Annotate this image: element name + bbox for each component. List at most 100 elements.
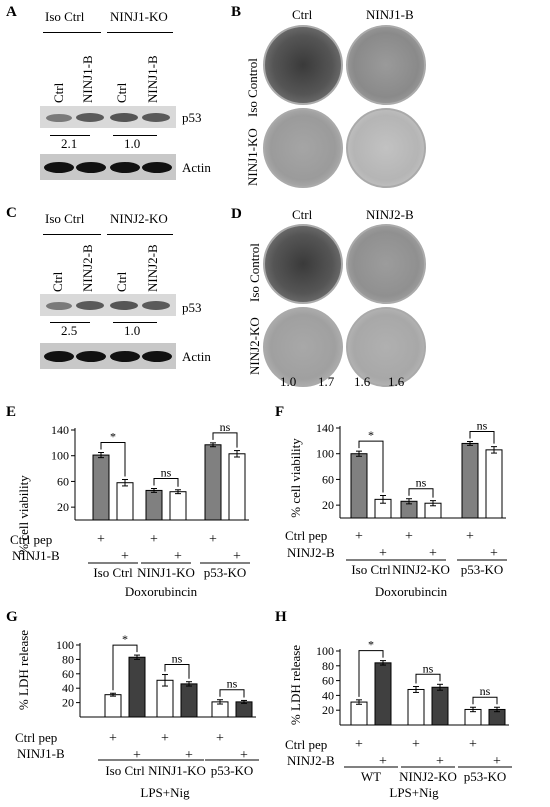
blot-label-p53: p53 [182, 300, 202, 315]
bar [128, 656, 146, 718]
row-label: Iso Control [245, 58, 260, 117]
y-tick-label: 20 [57, 500, 69, 514]
y-axis-label: % LDH release [288, 645, 303, 725]
sig-bracket [112, 644, 138, 691]
colony-dish [346, 307, 426, 387]
group-label-ninj2-ko: NINJ2-KO [110, 211, 168, 226]
sig-bracket [408, 488, 434, 498]
bar [235, 701, 253, 718]
p53-blot [40, 294, 176, 316]
blot-label-p53: p53 [182, 110, 202, 125]
quant-value: 1.7 [318, 374, 335, 389]
y-tick-label: 20 [322, 703, 334, 717]
group-label: NINJ2-KO [392, 562, 450, 577]
p53-blot [40, 106, 176, 128]
row-label: NINJ2-KO [247, 317, 262, 375]
lane-label: NINJ1-B [80, 55, 95, 103]
sig-label: ns [161, 466, 172, 480]
sig-bracket [153, 478, 179, 487]
bar [350, 701, 368, 726]
ratio-bracket [113, 135, 157, 136]
bar [431, 686, 449, 726]
sig-label: * [122, 632, 128, 646]
y-axis-label: % cell viability [288, 438, 303, 518]
y-tick-label: 100 [316, 644, 334, 658]
chart-h: H % LDH release 20406080100++*WT++nsNINJ… [275, 609, 512, 800]
colony-dish [263, 25, 343, 105]
row-label-peptide: NINJ1-B [12, 548, 60, 563]
row-label: NINJ1-KO [245, 128, 260, 186]
plus-sign: + [405, 529, 413, 544]
bar [145, 489, 163, 521]
plus-sign: + [379, 546, 387, 561]
chart-f: F % cell viability 20 60 100 140 + + * Iso Ctrl… [275, 404, 507, 599]
group-label-iso-ctrl: Iso Ctrl [45, 211, 85, 226]
bar [169, 491, 187, 521]
colony-dish [346, 25, 426, 105]
group-label: Iso Ctrl [105, 763, 145, 778]
sig-bracket [469, 431, 495, 444]
plus-sign: + [109, 731, 117, 746]
bar [204, 444, 222, 521]
plus-sign: + [490, 546, 498, 561]
sig-label: ns [220, 420, 231, 434]
plus-sign: + [233, 549, 241, 564]
sig-bracket [219, 689, 245, 698]
lane-label: NINJ1-B [145, 55, 160, 103]
plus-sign: + [185, 748, 193, 763]
col-label: Ctrl [292, 7, 313, 22]
bar [228, 453, 246, 521]
ratio-bracket [50, 135, 90, 136]
group-label: p53-KO [461, 562, 504, 577]
bar [350, 453, 368, 519]
blot-label-actin: Actin [182, 349, 211, 364]
plus-sign: + [466, 529, 474, 544]
plus-sign: + [150, 532, 158, 547]
plus-sign: + [429, 546, 437, 561]
panel-a-label: A [6, 4, 17, 20]
bar [180, 683, 198, 718]
sig-label: * [368, 638, 374, 652]
bar [116, 482, 134, 521]
group-label: NINJ1-KO [148, 763, 206, 778]
sig-label: ns [477, 419, 488, 433]
y-tick-label: 100 [56, 638, 74, 652]
panel-d-label: D [231, 206, 242, 222]
x-axis-label: LPS+Nig [140, 785, 190, 800]
y-tick-label: 80 [62, 652, 74, 666]
group-label: NINJ1-KO [137, 565, 195, 580]
group-label: p53-KO [204, 565, 247, 580]
sig-label: ns [480, 684, 491, 698]
plus-sign: + [209, 532, 217, 547]
sig-bracket [100, 442, 126, 477]
col-label: NINJ1-B [366, 7, 414, 22]
plus-sign: + [216, 731, 224, 746]
y-tick-label: 20 [62, 696, 74, 710]
y-tick-label: 60 [322, 472, 334, 486]
plus-sign: + [133, 748, 141, 763]
group-label-ninj1-ko: NINJ1-KO [110, 9, 168, 24]
colony-dish [346, 108, 426, 188]
row-label-ctrl-pep: Ctrl pep [285, 737, 327, 752]
plus-sign: + [379, 754, 387, 769]
chart-e: E % cell viability 20 60 100 140 + + * Iso Ctrl… [6, 404, 250, 599]
lane-label: NINJ2-B [145, 244, 160, 292]
bar [461, 442, 479, 519]
plus-sign: + [161, 731, 169, 746]
y-axis-label: % LDH release [16, 630, 31, 710]
ratio-value: 2.5 [61, 323, 78, 338]
colony-dish [346, 224, 426, 304]
y-tick-label: 140 [316, 421, 334, 435]
y-tick-label: 80 [322, 659, 334, 673]
col-label: NINJ2-B [366, 207, 414, 222]
plus-sign: + [493, 754, 501, 769]
group-label: Iso Ctrl [93, 565, 133, 580]
ratio-bracket [113, 322, 157, 323]
y-tick-label: 40 [322, 688, 334, 702]
plus-sign: + [240, 748, 248, 763]
colony-dish [263, 224, 343, 304]
sig-label: ns [423, 661, 434, 675]
row-label-peptide: NINJ2-B [287, 753, 335, 768]
